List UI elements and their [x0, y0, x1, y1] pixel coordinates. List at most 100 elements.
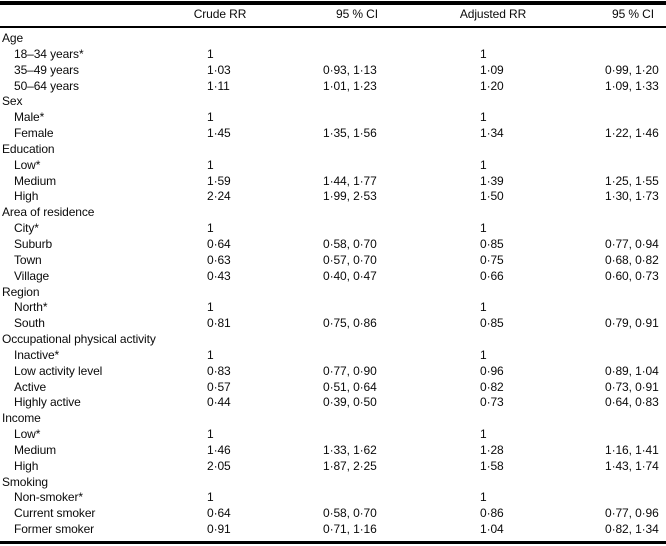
cell-crude-rr: 0·63	[207, 252, 231, 267]
cell-crude-ci: 0·75, 0·86	[323, 316, 377, 331]
table-row: Suburb 0·64 0·58, 0·70 0·85 0·77, 0·94	[0, 237, 666, 253]
cell-label: Former smoker	[14, 522, 95, 537]
cell-crude-ci: 0·39, 0·50	[323, 395, 377, 410]
cell-adj-rr: 1·04	[480, 522, 504, 537]
cell-label: Non-smoker*	[14, 490, 83, 505]
column-header-crude-ci: 95 % CI	[336, 7, 378, 21]
cell-crude-rr: 1	[207, 46, 214, 61]
cell-adj-ci: 1·43, 1·74	[605, 458, 659, 473]
cell-crude-rr: 1·11	[207, 78, 230, 93]
table-row: Male* 1 1	[0, 110, 666, 126]
table-row: High 2·05 1·87, 2·25 1·58 1·43, 1·74	[0, 459, 666, 475]
cell-adj-rr: 1	[480, 490, 487, 505]
cell-adj-ci: 0·77, 0·96	[605, 506, 659, 521]
cell-adj-ci: 0·82, 1·34	[605, 522, 659, 537]
table-row: 35–49 years 1·03 0·93, 1·13 1·09 0·99, 1·20	[0, 63, 666, 79]
table-body: Age 18–34 years* 1 1 35–49 years 1·03 0·93, 1·…	[0, 31, 666, 538]
cell-adj-ci: 0·79, 0·91	[605, 316, 659, 331]
cell-crude-rr: 1·03	[207, 62, 231, 77]
cell-adj-rr: 1	[480, 300, 487, 315]
table-header-row: Crude RR 95 % CI Adjusted RR 95 % CI	[0, 0, 666, 26]
cell-label: Sex	[2, 94, 23, 109]
cell-crude-rr: 2·05	[207, 458, 231, 473]
cell-label: Active	[14, 379, 47, 394]
table-row: Village 0·43 0·40, 0·47 0·66 0·60, 0·73	[0, 269, 666, 285]
cell-label: Female	[14, 126, 54, 141]
table-row: South 0·81 0·75, 0·86 0·85 0·79, 0·91	[0, 316, 666, 332]
cell-crude-rr: 0·64	[207, 506, 231, 521]
table-group-row: Region	[0, 285, 666, 301]
cell-crude-rr: 1·45	[207, 126, 231, 141]
cell-adj-rr: 0·75	[480, 252, 504, 267]
cell-label: Region	[2, 284, 40, 299]
column-header-adjusted-ci: 95 % CI	[612, 7, 654, 21]
cell-crude-ci: 0·40, 0·47	[323, 268, 377, 283]
cell-label: Current smoker	[14, 506, 96, 521]
cell-crude-rr: 1	[207, 157, 214, 172]
cell-adj-rr: 0·86	[480, 506, 504, 521]
cell-adj-rr: 0·82	[480, 379, 504, 394]
table-row: Low* 1 1	[0, 158, 666, 174]
cell-adj-rr: 0·66	[480, 268, 504, 283]
cell-label: Male*	[14, 110, 45, 125]
cell-adj-rr: 0·73	[480, 395, 504, 410]
cell-label: Village	[14, 268, 50, 283]
table-group-row: Area of residence	[0, 205, 666, 221]
cell-adj-ci: 0·73, 0·91	[605, 379, 659, 394]
cell-adj-rr: 0·96	[480, 363, 504, 378]
cell-adj-rr: 0·85	[480, 236, 504, 251]
cell-crude-rr: 1	[207, 427, 214, 442]
column-header-crude-rr: Crude RR	[193, 7, 247, 21]
cell-label: Area of residence	[2, 205, 95, 220]
table-row: City* 1 1	[0, 221, 666, 237]
cell-label: 35–49 years	[14, 62, 79, 77]
cell-label: South	[14, 316, 45, 331]
cell-adj-ci: 0·77, 0·94	[605, 236, 659, 251]
cell-adj-rr: 1	[480, 157, 487, 172]
cell-adj-ci: 1·09, 1·33	[605, 78, 659, 93]
cell-crude-rr: 1	[207, 490, 214, 505]
cell-adj-ci: 0·64, 0·83	[605, 395, 659, 410]
table-row: Non-smoker* 1 1	[0, 490, 666, 506]
table-row: Highly active 0·44 0·39, 0·50 0·73 0·64, 0·8…	[0, 395, 666, 411]
table-row: North* 1 1	[0, 300, 666, 316]
cell-crude-rr: 1·59	[207, 173, 231, 188]
cell-crude-rr: 0·44	[207, 395, 231, 410]
table-row: Current smoker 0·64 0·58, 0·70 0·86 0·77, 0·…	[0, 506, 666, 522]
cell-crude-ci: 0·77, 0·90	[323, 363, 377, 378]
cell-label: Low*	[14, 427, 41, 442]
cell-crude-ci: 1·99, 2·53	[323, 189, 377, 204]
cell-adj-rr: 1	[480, 221, 487, 236]
cell-crude-ci: 1·33, 1·62	[323, 442, 377, 457]
cell-label: 50–64 years	[14, 78, 79, 93]
cell-crude-ci: 0·58, 0·70	[323, 506, 377, 521]
table-group-row: Smoking	[0, 475, 666, 491]
cell-adj-ci: 1·25, 1·55	[605, 173, 659, 188]
cell-label: Low activity level	[14, 363, 103, 378]
cell-adj-rr: 1·39	[480, 173, 504, 188]
cell-label: City*	[14, 221, 39, 236]
cell-adj-ci: 1·30, 1·73	[605, 189, 659, 204]
cell-adj-ci: 0·89, 1·04	[605, 363, 659, 378]
cell-crude-ci: 0·58, 0·70	[323, 236, 377, 251]
cell-crude-ci: 1·01, 1·23	[323, 78, 377, 93]
table-row: 18–34 years* 1 1	[0, 47, 666, 63]
table-row: Low activity level 0·83 0·77, 0·90 0·96 0·89…	[0, 364, 666, 380]
cell-label: High	[14, 458, 39, 473]
cell-crude-rr: 0·43	[207, 268, 231, 283]
table-bottom-rule	[0, 541, 666, 544]
cell-label: High	[14, 189, 39, 204]
cell-label: Highly active	[14, 395, 81, 410]
cell-crude-rr: 1	[207, 221, 214, 236]
cell-adj-rr: 1·20	[480, 78, 504, 93]
cell-label: Low*	[14, 157, 41, 172]
cell-crude-rr: 1	[207, 110, 214, 125]
cell-adj-rr: 1·50	[480, 189, 504, 204]
table-group-row: Occupational physical activity	[0, 332, 666, 348]
cell-adj-rr: 1·09	[480, 62, 504, 77]
cell-label: Town	[14, 252, 42, 267]
cell-crude-rr: 2·24	[207, 189, 231, 204]
cell-label: Occupational physical activity	[2, 332, 156, 347]
cell-crude-ci: 0·51, 0·64	[323, 379, 377, 394]
cell-crude-ci: 1·87, 2·25	[323, 458, 377, 473]
